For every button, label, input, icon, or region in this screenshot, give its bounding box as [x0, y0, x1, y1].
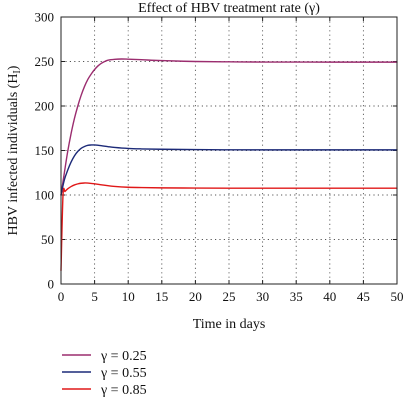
y-tick-label: 200	[35, 99, 55, 114]
legend-label-3: γ = 0.85	[100, 383, 147, 398]
series-line-1	[60, 58, 398, 196]
y-tick-label: 0	[48, 277, 55, 292]
x-tick-label: 30	[256, 289, 269, 304]
y-axis-label: HBV infected individuals (HI)	[6, 65, 23, 235]
tick-labels: 0 5 10 15 20 25 30 35 40 45 50 0 50 100 150 200 250 300	[35, 10, 404, 305]
x-tick-label: 10	[122, 289, 135, 304]
x-tick-label: 50	[391, 289, 404, 304]
y-tick-label: 250	[35, 54, 55, 69]
series-lines	[60, 58, 398, 272]
y-axis-label-suffix: )	[6, 65, 21, 70]
x-tick-label: 20	[189, 289, 202, 304]
x-tick-label: 35	[290, 289, 303, 304]
y-axis-label-subscript: I	[12, 70, 23, 73]
x-tick-label: 15	[155, 289, 168, 304]
y-tick-label: 150	[35, 143, 55, 158]
y-tick-label: 300	[35, 10, 55, 25]
x-tick-label: 45	[357, 289, 370, 304]
y-tick-label: 100	[35, 188, 55, 203]
legend: γ = 0.25 γ = 0.55 γ = 0.85	[62, 349, 147, 398]
x-axis-label: Time in days	[193, 317, 266, 332]
series-line-2	[60, 144, 398, 196]
series-line-3	[60, 182, 398, 272]
x-tick-label: 0	[58, 289, 65, 304]
chart-title: Effect of HBV treatment rate (γ)	[138, 1, 320, 16]
legend-label-2: γ = 0.55	[100, 366, 147, 381]
y-tick-label: 50	[41, 232, 54, 247]
x-tick-label: 40	[323, 289, 336, 304]
x-tick-label: 25	[223, 289, 236, 304]
legend-label-1: γ = 0.25	[100, 349, 147, 364]
x-tick-label: 5	[91, 289, 98, 304]
plot-frame	[60, 16, 398, 285]
y-axis-label-main: HBV infected individuals (H	[6, 74, 21, 236]
